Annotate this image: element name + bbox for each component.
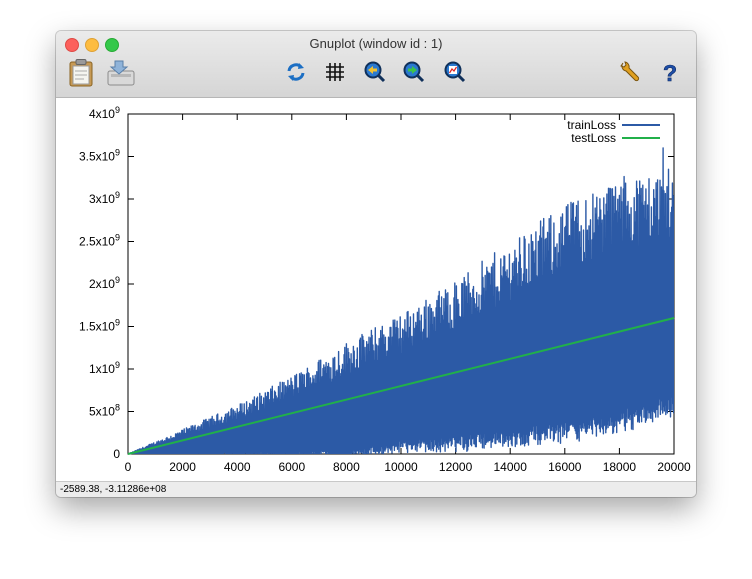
wrench-icon (620, 61, 640, 82)
train-loss-line (128, 147, 674, 454)
test-loss-line (127, 317, 675, 455)
gnuplot-window: Gnuplot (window id : 1) (56, 31, 696, 497)
loss-chart[interactable]: 05x1081x1091.5x1092x1092.5x1093x1093.5x1… (56, 98, 696, 481)
export-icon (107, 60, 135, 86)
grid-icon (326, 63, 344, 81)
x-tick-label: 20000 (657, 460, 691, 474)
y-tick-label: 3x109 (89, 190, 120, 206)
y-tick-exponent: 9 (115, 105, 120, 115)
y-tick-mantissa: 2.5x10 (79, 235, 115, 249)
y-tick-mantissa: 2x10 (89, 277, 115, 291)
y-tick-exponent: 9 (115, 190, 120, 200)
autoscale-icon (444, 61, 466, 83)
window-title: Gnuplot (window id : 1) (309, 36, 443, 51)
autoscale-button[interactable] (442, 58, 468, 86)
close-window-button[interactable] (65, 38, 79, 52)
y-tick-exponent: 9 (115, 360, 120, 370)
x-tick-label: 14000 (494, 460, 528, 474)
export-button[interactable] (105, 58, 137, 88)
y-tick-label: 3.5x109 (79, 148, 120, 164)
next-zoom-button[interactable] (401, 58, 427, 86)
y-tick-label: 1.5x109 (79, 318, 120, 334)
y-tick-mantissa: 1.5x10 (79, 320, 115, 334)
y-tick-exponent: 9 (115, 275, 120, 285)
title-bar: Gnuplot (window id : 1) (56, 31, 696, 98)
clipboard-icon (69, 59, 93, 87)
y-tick-mantissa: 3x10 (89, 192, 115, 206)
x-tick-label: 4000 (224, 460, 251, 474)
plot-area[interactable]: 0 5x108 1x109 1.5x109 2x109 2.5x109 3x109 3.5x1… (56, 98, 696, 481)
y-tick-mantissa: 3.5x10 (79, 150, 115, 164)
help-icon: ? (663, 60, 678, 84)
previous-zoom-button[interactable] (362, 58, 388, 86)
x-tick-label: 0 (125, 460, 132, 474)
svg-text:?: ? (663, 60, 677, 84)
copy-to-clipboard-button[interactable] (67, 58, 95, 88)
cursor-coordinates: -2589.38, -3.11286e+08 (60, 484, 167, 495)
zoom-previous-icon (364, 61, 386, 83)
train-loss-series (128, 147, 674, 454)
y-tick-exponent: 9 (115, 318, 120, 328)
x-tick-label: 6000 (278, 460, 305, 474)
grid-button[interactable] (322, 58, 348, 86)
x-tick-label: 8000 (333, 460, 360, 474)
zoom-window-button[interactable] (105, 38, 119, 52)
y-tick-label: 5x108 (89, 403, 120, 419)
legend-label: testLoss (571, 131, 616, 145)
options-button[interactable] (617, 58, 643, 86)
y-tick-mantissa: 1x10 (89, 362, 115, 376)
y-tick-mantissa: 0 (113, 447, 120, 461)
y-tick-mantissa: 4x10 (89, 107, 115, 121)
y-tick-mantissa: 5x10 (89, 405, 115, 419)
x-tick-label: 2000 (169, 460, 196, 474)
x-tick-label: 10000 (384, 460, 418, 474)
replot-button[interactable] (283, 58, 309, 86)
help-button[interactable]: ? (657, 58, 683, 86)
x-tick-label: 18000 (603, 460, 637, 474)
minimize-window-button[interactable] (85, 38, 99, 52)
y-tick-label: 2x109 (89, 275, 120, 291)
y-tick-label: 2.5x109 (79, 233, 120, 249)
x-tick-label: 16000 (548, 460, 582, 474)
x-tick-label: 12000 (439, 460, 473, 474)
legend-label: trainLoss (567, 118, 616, 132)
status-bar: -2589.38, -3.11286e+08 (56, 481, 696, 497)
zoom-next-icon (403, 61, 425, 83)
y-tick-label: 4x109 (89, 105, 120, 121)
y-tick-exponent: 8 (115, 403, 120, 413)
y-tick-label: 0 (113, 447, 120, 461)
y-tick-exponent: 9 (115, 148, 120, 158)
y-tick-label: 1x109 (89, 360, 120, 376)
y-tick-exponent: 9 (115, 233, 120, 243)
replot-icon (287, 63, 305, 81)
